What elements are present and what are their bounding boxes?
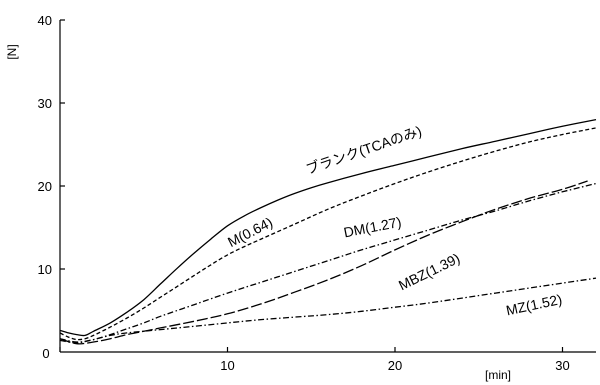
y-tick-label: 10	[38, 262, 52, 277]
origin-label: 0	[42, 346, 49, 361]
y-axis-label: [N]	[5, 44, 19, 59]
series-line-m-064	[59, 127, 597, 341]
series-label-blank-tca: ブランク(TCAのみ)	[304, 123, 424, 178]
series-line-blank-tca	[59, 118, 597, 337]
series-line-dm-127	[59, 182, 597, 343]
series-line-mz-152	[59, 277, 597, 344]
series-label-mbz-139: MBZ(1.39)	[396, 250, 462, 293]
x-tick-label: 10	[220, 358, 234, 373]
tick-group: 10 20 30 10 20 30 40	[38, 13, 570, 373]
series-line-mbz-139	[59, 180, 588, 345]
series-group	[59, 118, 597, 345]
series-label-mz-152: MZ(1.52)	[505, 291, 564, 318]
series-label-group: ブランク(TCAのみ)M(0.64) DM(1.27)MBZ(1.39)MZ(1.…	[225, 123, 563, 319]
axes: [N] [min] 0	[5, 20, 596, 382]
y-tick-label: 40	[38, 13, 52, 28]
x-tick-label: 20	[388, 358, 402, 373]
y-tick-label: 30	[38, 96, 52, 111]
x-tick-label: 30	[555, 358, 569, 373]
series-label-dm-127: DM(1.27)	[342, 214, 402, 241]
x-axis-label: [min]	[485, 368, 511, 382]
y-tick-label: 20	[38, 179, 52, 194]
